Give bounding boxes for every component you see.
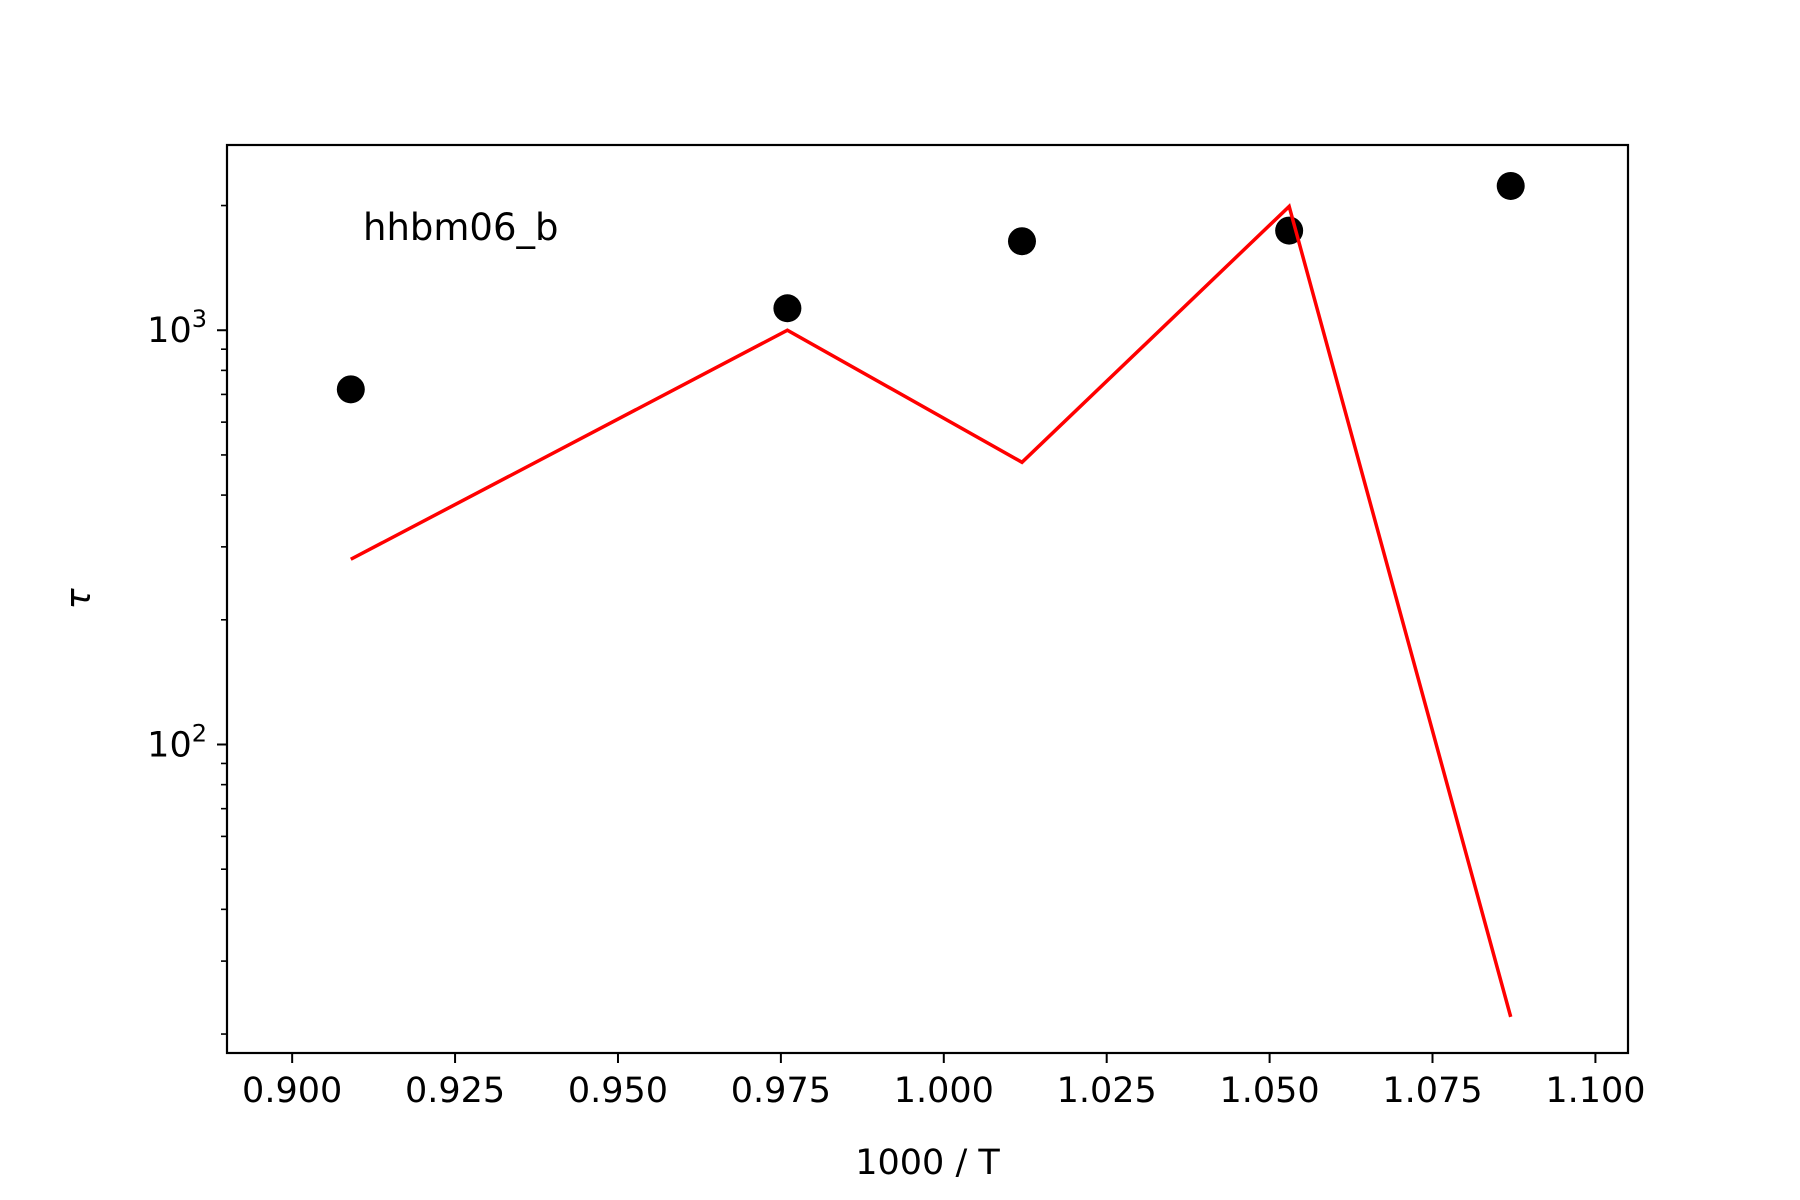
x-tick-label: 1.025 xyxy=(1057,1071,1157,1111)
x-tick-label: 0.900 xyxy=(242,1071,342,1111)
x-tick-label: 1.050 xyxy=(1220,1071,1320,1111)
data-point xyxy=(336,375,365,404)
y-tick-base: 10 xyxy=(147,725,192,765)
x-tick-label: 0.925 xyxy=(405,1071,505,1111)
x-tick-label: 0.950 xyxy=(568,1071,668,1111)
plot-area xyxy=(336,171,1525,1018)
x-tick-label: 1.000 xyxy=(894,1071,994,1111)
x-axis-label: 1000 / T xyxy=(855,1143,1000,1183)
x-tick-label: 1.075 xyxy=(1382,1071,1482,1111)
y-tick-label: 103 xyxy=(147,305,207,351)
x-axis: 0.900 0.925 0.950 0.975 1.000 1.025 1.050 1.075… xyxy=(242,1053,1646,1111)
x-tick-label: 0.975 xyxy=(731,1071,831,1111)
data-point xyxy=(1496,171,1525,200)
axes-frame xyxy=(225,143,1630,1055)
chart-annotation: hhbm06_b xyxy=(363,206,559,249)
y-tick-exponent: 3 xyxy=(192,305,207,333)
data-point xyxy=(1007,227,1036,256)
data-point xyxy=(773,294,802,323)
y-axis-label: τ xyxy=(59,588,99,610)
series-line xyxy=(349,203,1513,1018)
x-tick-label: 1.100 xyxy=(1545,1071,1645,1111)
y-tick-base: 10 xyxy=(147,311,192,351)
y-tick-label: 102 xyxy=(147,719,207,765)
y-tick-exponent: 2 xyxy=(192,719,207,747)
